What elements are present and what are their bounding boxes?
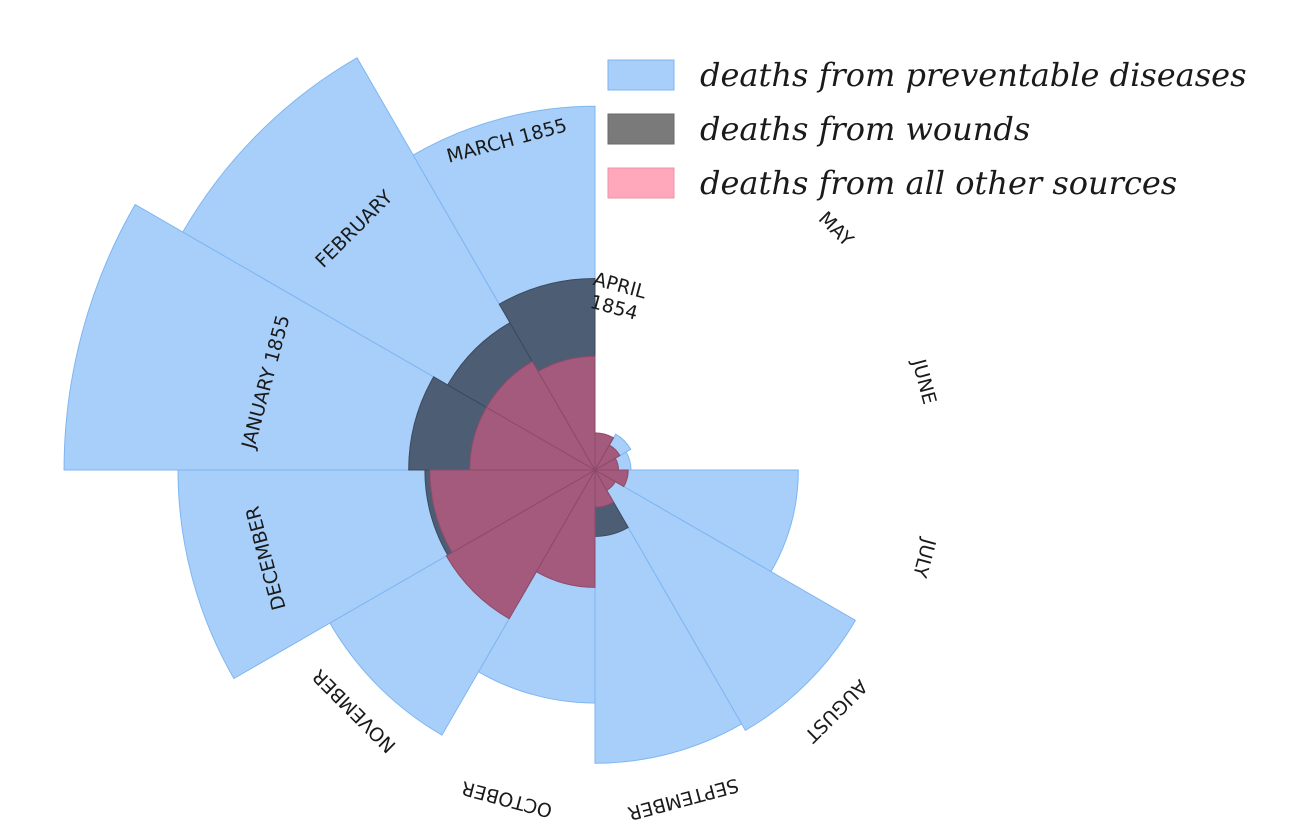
wedge-other-july — [593, 469, 629, 488]
wedge-other-march-1855 — [537, 355, 596, 472]
wedge-other-february — [485, 360, 597, 472]
chart-wedges — [63, 57, 857, 764]
legend-swatch-wounds — [607, 113, 675, 145]
legend-swatch-disease — [607, 59, 675, 91]
legend-swatch-other — [607, 167, 675, 199]
month-label-august: AUGUST — [800, 675, 872, 747]
legend: deaths from preventable diseases deaths … — [607, 56, 1247, 202]
month-label-july: JULY — [908, 535, 940, 580]
legend-entry-other: deaths from all other sources — [607, 164, 1177, 202]
month-label-may: MAY — [814, 207, 858, 251]
legend-label-wounds: deaths from wounds — [700, 110, 1030, 148]
wedge-disease-july — [593, 469, 799, 573]
legend-entry-wounds: deaths from wounds — [607, 110, 1030, 148]
wedge-other-december — [429, 469, 597, 554]
wedge-other-may — [593, 444, 621, 472]
month-label-october: OCTOBER — [459, 776, 555, 821]
legend-label-disease: deaths from preventable diseases — [700, 56, 1247, 94]
legend-label-other: deaths from all other sources — [700, 164, 1177, 202]
wedge-other-november — [445, 468, 597, 620]
wedge-disease-september — [594, 468, 743, 764]
month-label-june: JUNE — [907, 356, 940, 407]
wedge-disease-august — [593, 468, 857, 732]
legend-entry-disease: deaths from preventable diseases — [607, 56, 1247, 94]
month-label-september: SEPTEMBER — [625, 774, 741, 825]
